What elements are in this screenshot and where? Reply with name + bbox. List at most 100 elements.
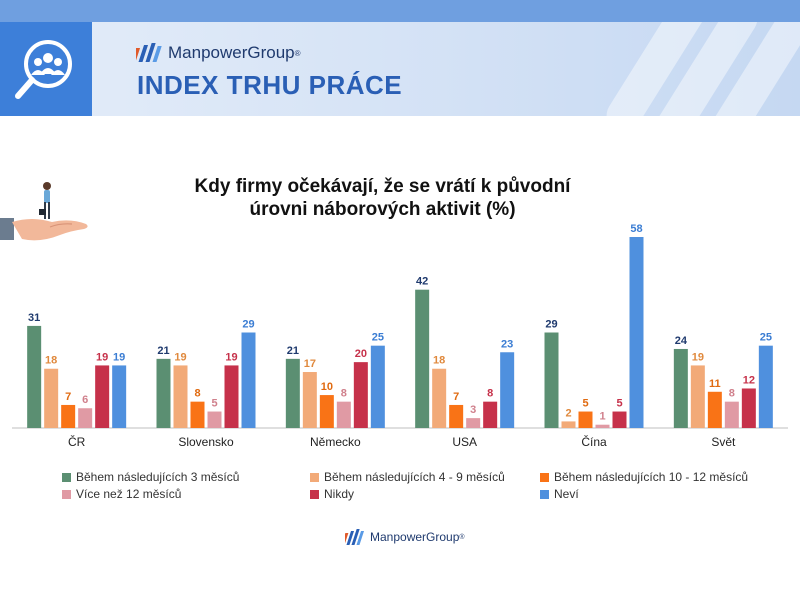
- bar: [285, 358, 300, 428]
- data-label: 10: [321, 381, 333, 393]
- data-label: 20: [355, 348, 367, 360]
- bar: [544, 332, 559, 428]
- data-label: 5: [582, 398, 588, 410]
- bar: [95, 365, 110, 428]
- bar: [561, 421, 576, 428]
- category-label: Svět: [711, 435, 736, 449]
- bar: [27, 325, 42, 428]
- bar: [758, 345, 773, 428]
- legend-label: Během následujících 3 měsíců: [76, 470, 240, 484]
- legend-label: Během následujících 10 - 12 měsíců: [554, 470, 749, 484]
- data-label: 58: [630, 223, 642, 235]
- data-label: 25: [372, 332, 384, 344]
- bar: [156, 358, 171, 428]
- data-label: 7: [65, 391, 71, 403]
- data-label: 24: [675, 335, 688, 347]
- data-label: 18: [45, 355, 57, 367]
- category-label: USA: [452, 435, 477, 449]
- bar: [673, 348, 688, 428]
- bar: [741, 388, 756, 428]
- legend-label: Neví: [554, 487, 579, 501]
- bar: [353, 362, 368, 428]
- legend-swatch: [62, 489, 71, 499]
- header-brand: ManpowerGroup ®: [136, 42, 301, 64]
- legend-item: Více než 12 měsíců: [62, 487, 181, 501]
- bar: [112, 365, 127, 428]
- data-label: 19: [225, 351, 237, 363]
- bar: [483, 401, 498, 428]
- bar: [690, 365, 705, 428]
- data-label: 42: [416, 276, 428, 288]
- data-label: 21: [287, 345, 299, 357]
- data-label: 17: [304, 358, 316, 370]
- legend-label: Nikdy: [324, 487, 355, 501]
- chart-title: Kdy firmy očekávají, že se vrátí k původ…: [194, 176, 571, 220]
- legend-item: Nikdy: [310, 487, 354, 501]
- data-label: 19: [692, 351, 704, 363]
- legend-item: Během následujících 3 měsíců: [62, 470, 239, 484]
- bar: [207, 411, 222, 428]
- bar: [466, 418, 481, 428]
- data-label: 5: [211, 398, 217, 410]
- data-label: 25: [760, 332, 772, 344]
- bar: [173, 365, 188, 428]
- header-banner: [0, 22, 800, 116]
- data-label: 31: [28, 312, 40, 324]
- category-label: Čína: [581, 434, 607, 449]
- footer-brand-name: ManpowerGroup: [370, 530, 460, 544]
- bar: [190, 401, 205, 428]
- data-label: 11: [709, 378, 721, 390]
- bar: [78, 408, 93, 428]
- data-label: 6: [82, 394, 88, 406]
- data-label: 8: [487, 388, 493, 400]
- bar: [629, 237, 644, 428]
- bar: [724, 401, 739, 428]
- data-label: 5: [616, 398, 622, 410]
- data-label: 29: [545, 319, 557, 331]
- bar: [336, 401, 351, 428]
- bar: [707, 391, 722, 428]
- data-label: 19: [96, 351, 108, 363]
- category-label: Německo: [310, 435, 361, 449]
- footer-brand: ManpowerGroup ®: [345, 528, 465, 546]
- page-title: INDEX TRHU PRÁCE: [137, 70, 403, 100]
- bar: [432, 368, 447, 428]
- bar: [578, 411, 593, 428]
- legend-item: Během následujících 10 - 12 měsíců: [540, 470, 748, 484]
- header-icon-box: [0, 22, 92, 116]
- bar: [44, 368, 59, 428]
- bar: [302, 372, 317, 428]
- bar: [449, 404, 464, 428]
- bar: [595, 424, 610, 428]
- data-label: 8: [341, 388, 347, 400]
- data-label: 8: [194, 388, 200, 400]
- data-label: 8: [729, 388, 735, 400]
- bar: [415, 289, 430, 428]
- data-label: 1: [599, 411, 605, 423]
- data-label: 3: [470, 404, 476, 416]
- bar: [612, 411, 627, 428]
- legend-swatch: [310, 472, 319, 482]
- legend-swatch: [540, 489, 549, 499]
- legend-item: Během následujících 4 - 9 měsíců: [310, 470, 505, 484]
- data-label: 19: [113, 351, 125, 363]
- bar: [319, 395, 334, 428]
- legend-swatch: [62, 472, 71, 482]
- category-label: ČR: [68, 434, 86, 449]
- footer-brand-mark: ®: [459, 533, 465, 541]
- bar: [241, 332, 256, 428]
- hand-holding-businesswoman-icon: [0, 182, 88, 241]
- manpower-stripes-logo: [136, 43, 162, 62]
- people-search-icon: [15, 40, 72, 99]
- bar: [370, 345, 385, 428]
- legend-swatch: [310, 489, 319, 499]
- bar: [61, 404, 76, 428]
- legend-label: Během následujících 4 - 9 měsíců: [324, 470, 505, 484]
- category-label: Slovensko: [178, 435, 234, 449]
- brand-name: ManpowerGroup: [168, 43, 295, 62]
- manpower-stripes-logo: [345, 529, 365, 545]
- top-strip: [0, 0, 800, 22]
- data-label: 2: [565, 407, 571, 419]
- data-label: 7: [453, 391, 459, 403]
